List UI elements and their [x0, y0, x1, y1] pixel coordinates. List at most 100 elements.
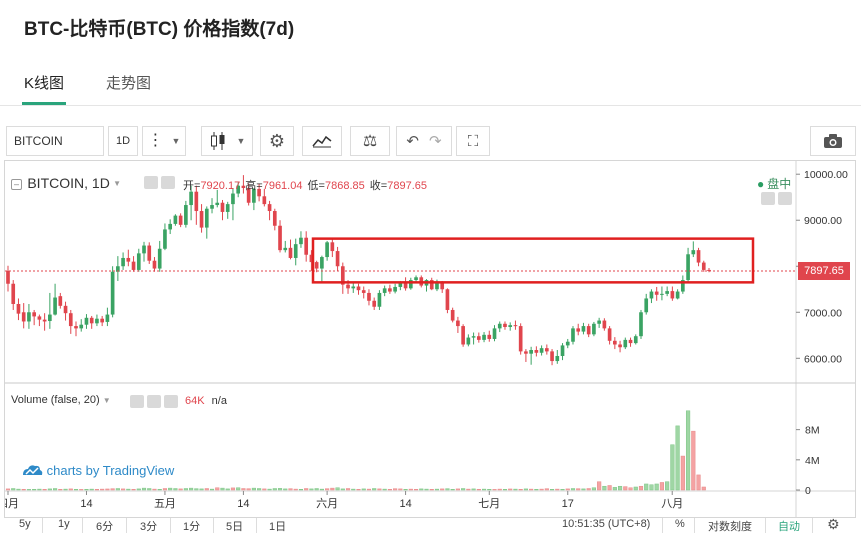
chart-type-button[interactable]: ▼ — [201, 126, 253, 156]
volume-bar — [147, 488, 152, 491]
volume-bar — [26, 489, 32, 491]
range-1m[interactable]: 1分 — [183, 521, 201, 533]
volume-bar — [79, 489, 84, 491]
volume-bar — [115, 488, 120, 491]
range-3m[interactable]: 3分 — [140, 521, 158, 533]
range-6m[interactable]: 6分 — [96, 521, 114, 533]
volume-bar — [361, 488, 366, 491]
volume-bar — [5, 488, 11, 491]
interval-select[interactable]: 1D — [108, 126, 138, 156]
eye-icon[interactable] — [130, 395, 144, 408]
bottom-bar: 5y 1y 6分 3分 1分 5日 1日 10:51:35 (UTC+8) % … — [0, 514, 861, 538]
info-icon[interactable] — [778, 192, 792, 205]
eye-icon[interactable] — [144, 176, 158, 189]
market-status-label: 盘中 — [767, 177, 792, 191]
volume-bar — [345, 488, 351, 491]
collapse-icon[interactable]: – — [11, 179, 22, 190]
candle-body — [681, 280, 685, 292]
candle — [283, 240, 288, 253]
candle — [6, 265, 10, 292]
divider — [126, 518, 127, 533]
candle — [686, 247, 690, 283]
tradingview-watermark[interactable]: charts by TradingView — [21, 463, 174, 478]
candle-body — [497, 323, 502, 329]
range-1y[interactable]: 1y — [58, 518, 70, 530]
volume-bar — [325, 488, 330, 491]
volume-bar — [194, 488, 199, 491]
candle — [539, 345, 544, 356]
compare-button[interactable]: ⚖ — [350, 126, 390, 156]
close-icon[interactable] — [164, 395, 178, 408]
candle-body — [503, 323, 507, 327]
volume-bar — [419, 488, 424, 491]
candle-body — [691, 250, 696, 255]
candle — [147, 242, 152, 264]
candle — [367, 289, 371, 306]
volume-bar — [47, 488, 52, 491]
gear-icon[interactable]: ⚙ — [827, 516, 840, 532]
candle-body — [168, 223, 173, 230]
range-1d[interactable]: 1日 — [269, 521, 287, 533]
percent-toggle[interactable]: % — [675, 518, 685, 530]
chevron-down-icon[interactable]: ▼ — [102, 396, 111, 405]
candle — [246, 183, 251, 206]
candle-body — [524, 351, 528, 354]
alert-icon[interactable] — [761, 192, 775, 205]
candle-body — [330, 242, 335, 252]
candle — [644, 293, 649, 315]
candle-body — [136, 253, 141, 270]
snapshot-button[interactable] — [810, 126, 856, 156]
tab-trend[interactable]: 走势图 — [106, 75, 152, 92]
candle-body — [361, 290, 366, 293]
volume-bar — [105, 488, 110, 491]
candle-body — [382, 288, 387, 293]
range-5y[interactable]: 5y — [19, 518, 31, 530]
volume-bar — [497, 488, 502, 491]
candle — [262, 188, 267, 207]
volume-bar — [665, 481, 670, 491]
more-intervals-button[interactable]: ⋮ ▼ — [142, 126, 186, 156]
cloud-icon — [23, 465, 43, 475]
candle-body — [63, 305, 68, 314]
candle-body — [37, 316, 42, 320]
volume-bar — [529, 488, 534, 491]
candle — [184, 200, 188, 228]
candle-body — [314, 262, 319, 269]
redo-icon[interactable]: ↷ — [429, 133, 442, 150]
candle-body — [539, 348, 544, 353]
volume-bar — [209, 488, 215, 491]
undo-icon[interactable]: ↶ — [406, 133, 419, 150]
gear-icon: ⚙ — [268, 130, 286, 151]
candle — [681, 275, 685, 294]
chevron-down-icon[interactable]: ▼ — [113, 179, 122, 188]
volume-tick-label: 0 — [805, 485, 811, 497]
volume-bar — [513, 488, 518, 491]
tab-kline[interactable]: K线图 — [24, 75, 65, 92]
log-scale-toggle[interactable]: 对数刻度 — [708, 521, 752, 533]
range-5d[interactable]: 5日 — [226, 521, 244, 533]
candle — [236, 182, 241, 198]
gear-icon[interactable] — [147, 395, 161, 408]
clock-readout[interactable]: 10:51:35 (UTC+8) — [562, 518, 651, 530]
candle-body — [492, 328, 497, 339]
tab-bar: K线图 走势图 — [0, 62, 861, 106]
candle — [602, 318, 607, 331]
candle — [84, 314, 89, 329]
divider — [170, 518, 171, 533]
fullscreen-button[interactable]: ⛶ — [456, 126, 490, 156]
gear-icon[interactable] — [161, 176, 175, 189]
candle — [220, 199, 225, 221]
candle — [592, 321, 596, 337]
volume-tick-label: 4M — [805, 455, 820, 467]
candle-body — [367, 292, 371, 301]
auto-scale-toggle[interactable]: 自动 — [778, 521, 800, 533]
candle-body — [654, 291, 659, 295]
indicators-button[interactable] — [302, 126, 342, 156]
symbol-search-field[interactable]: BITCOIN — [6, 126, 104, 156]
volume-bar — [199, 488, 204, 491]
candle — [68, 309, 73, 334]
settings-button[interactable]: ⚙ — [260, 126, 294, 156]
candle — [53, 283, 57, 316]
